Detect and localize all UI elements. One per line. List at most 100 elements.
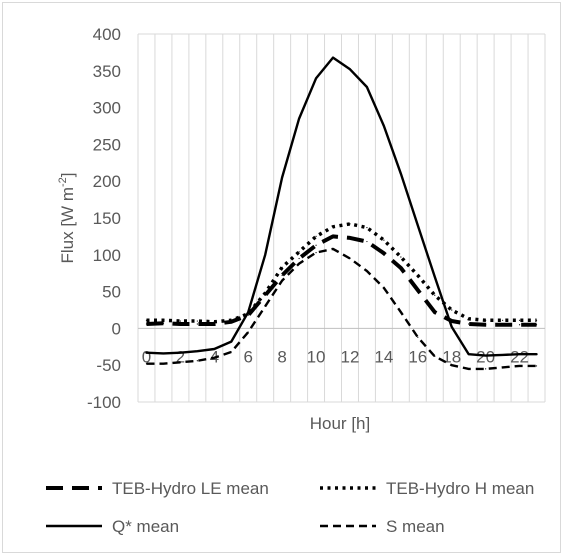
x-tick-label: 14: [374, 347, 393, 366]
data-point: [400, 256, 402, 258]
data-point: [502, 354, 504, 356]
y-axis-label-superscript: -2: [57, 177, 69, 187]
series-line-2: [146, 222, 537, 324]
data-point: [383, 252, 385, 254]
y-tick-label: -50: [96, 356, 121, 375]
data-point: [281, 279, 283, 282]
y-tick-labels: 400 350 300 250 200 150 100 50 0 -50 -100: [87, 25, 121, 412]
data-point: [366, 86, 368, 88]
data-point: [145, 319, 148, 321]
x-tick-label: 8: [277, 347, 286, 366]
data-point: [298, 257, 300, 260]
data-point: [383, 287, 385, 289]
data-point: [468, 368, 470, 370]
y-tick-label: -100: [87, 393, 121, 412]
data-point: [179, 361, 181, 363]
y-tick-label: 150: [93, 209, 121, 228]
data-point: [332, 226, 334, 228]
x-tick-label: 20: [476, 347, 495, 366]
chart-frame: [2, 2, 561, 553]
data-point: [196, 323, 198, 325]
data-point: [179, 320, 181, 322]
data-point: [315, 235, 317, 237]
y-tick-label: 400: [93, 25, 121, 44]
data-point: [383, 125, 385, 127]
data-point: [518, 353, 521, 355]
x-tick-label: 6: [243, 347, 252, 366]
data-point: [179, 352, 181, 354]
data-point: [502, 366, 504, 369]
y-axis-label-end: ]: [58, 172, 77, 177]
data-point: [349, 223, 351, 225]
data-point: [315, 77, 317, 79]
data-point: [298, 251, 300, 253]
data-point: [502, 319, 504, 321]
data-point: [502, 324, 504, 326]
data-point: [264, 254, 266, 256]
data-point: [535, 353, 538, 355]
data-point: [332, 56, 334, 59]
data-point: [417, 336, 419, 338]
data-point: [349, 237, 351, 239]
legend-label: TEB-Hydro H mean: [386, 479, 534, 498]
data-point: [162, 322, 165, 324]
data-point: [485, 355, 487, 357]
y-tick-label: 350: [93, 62, 121, 81]
data-point: [230, 341, 232, 343]
data-point: [400, 173, 402, 175]
data-point: [349, 68, 351, 70]
data-point: [332, 235, 334, 237]
data-point: [451, 364, 453, 366]
y-axis-label-main: Flux [W m: [58, 187, 77, 264]
x-axis-label: Hour [h]: [310, 414, 370, 433]
series-points-4: [145, 248, 538, 370]
data-point: [485, 368, 487, 370]
data-point: [400, 267, 402, 269]
y-tick-label: 300: [93, 99, 121, 118]
data-point: [518, 319, 521, 321]
data-point: [535, 365, 538, 367]
data-point: [162, 319, 165, 321]
series-points-3: [145, 56, 538, 357]
x-tick-label: 10: [307, 347, 326, 366]
data-point: [417, 274, 419, 277]
data-point: [281, 266, 283, 268]
data-point: [247, 311, 249, 313]
y-tick-label: 0: [112, 319, 121, 338]
data-point: [145, 363, 148, 365]
x-tick-label: 0: [142, 347, 151, 366]
y-tick-label: 100: [93, 246, 121, 265]
data-point: [451, 309, 453, 311]
x-tick-label: 18: [442, 347, 461, 366]
series-lines: [145, 56, 538, 371]
data-point: [145, 323, 148, 325]
data-point: [213, 321, 215, 323]
data-point: [315, 244, 317, 246]
x-tick-label: 22: [510, 347, 529, 366]
legend-label: S mean: [386, 517, 445, 536]
data-point: [366, 226, 368, 229]
data-point: [162, 363, 165, 365]
data-point: [179, 323, 181, 325]
legend-label: Q* mean: [112, 517, 179, 536]
series-line-3: [145, 56, 538, 357]
legend-item: TEB-Hydro LE mean: [46, 479, 269, 498]
data-point: [247, 331, 249, 333]
data-point: [281, 176, 283, 179]
data-point: [281, 274, 283, 277]
data-point: [417, 289, 419, 291]
data-point: [213, 323, 215, 325]
data-point: [434, 294, 436, 296]
data-point: [213, 357, 215, 359]
data-point: [485, 324, 487, 326]
data-point: [400, 311, 402, 313]
gridlines: [138, 33, 546, 403]
data-point: [468, 353, 470, 355]
legend-label: TEB-Hydro LE mean: [112, 479, 269, 498]
data-point: [535, 324, 538, 326]
data-point: [349, 257, 351, 260]
data-point: [264, 305, 266, 307]
data-point: [468, 318, 470, 320]
y-axis-label: Flux [W m-2]: [57, 172, 77, 263]
